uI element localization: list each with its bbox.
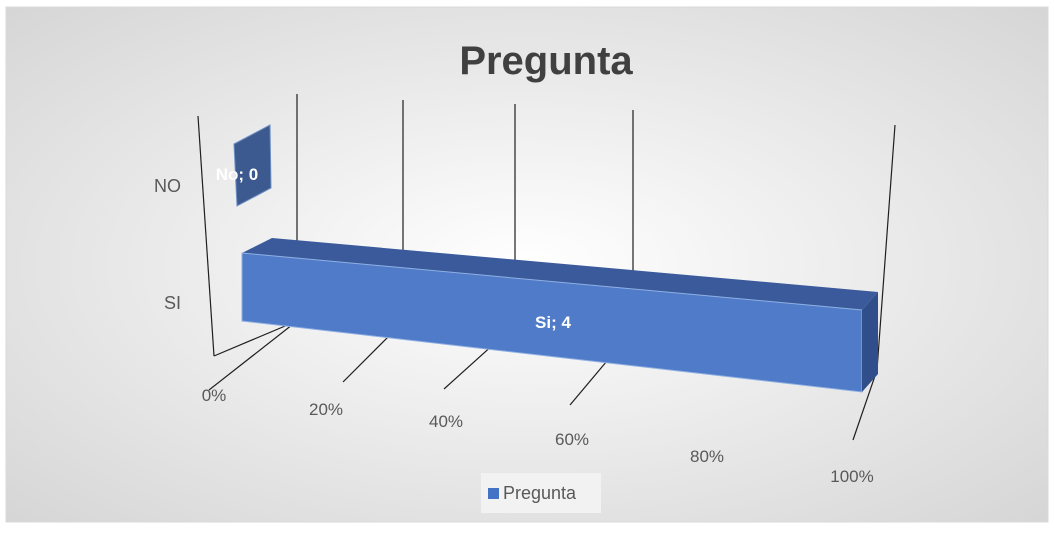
floorline-1 bbox=[208, 320, 298, 391]
x-tick-label-4: 80% bbox=[690, 447, 724, 466]
data-label-no: No; 0 bbox=[216, 165, 259, 184]
x-tick-label-1: 20% bbox=[309, 400, 343, 419]
gridline-5 bbox=[876, 124, 896, 371]
floorline-end bbox=[852, 369, 878, 441]
legend-label: Pregunta bbox=[503, 483, 577, 503]
x-tick-label-2: 40% bbox=[429, 412, 463, 431]
bars bbox=[233, 124, 878, 393]
category-label-si: SI bbox=[164, 293, 181, 313]
bar-si-end bbox=[862, 292, 878, 392]
x-tick-label-5: 100% bbox=[830, 467, 873, 486]
x-tick-labels: 0% 20% 40% 60% 80% 100% bbox=[202, 386, 874, 486]
x-tick-label-3: 60% bbox=[555, 430, 589, 449]
bar-no bbox=[233, 124, 272, 207]
floorline-axis bbox=[213, 320, 298, 357]
data-label-si: Si; 4 bbox=[535, 313, 571, 332]
gridline-0 bbox=[197, 115, 215, 357]
category-label-no: NO bbox=[154, 176, 181, 196]
x-tick-label-0: 0% bbox=[202, 386, 227, 405]
legend-box bbox=[481, 473, 601, 513]
bar-si-top bbox=[242, 238, 878, 310]
chart-title: Pregunta bbox=[459, 39, 633, 83]
legend[interactable]: Pregunta bbox=[481, 473, 601, 513]
legend-swatch bbox=[488, 488, 499, 499]
